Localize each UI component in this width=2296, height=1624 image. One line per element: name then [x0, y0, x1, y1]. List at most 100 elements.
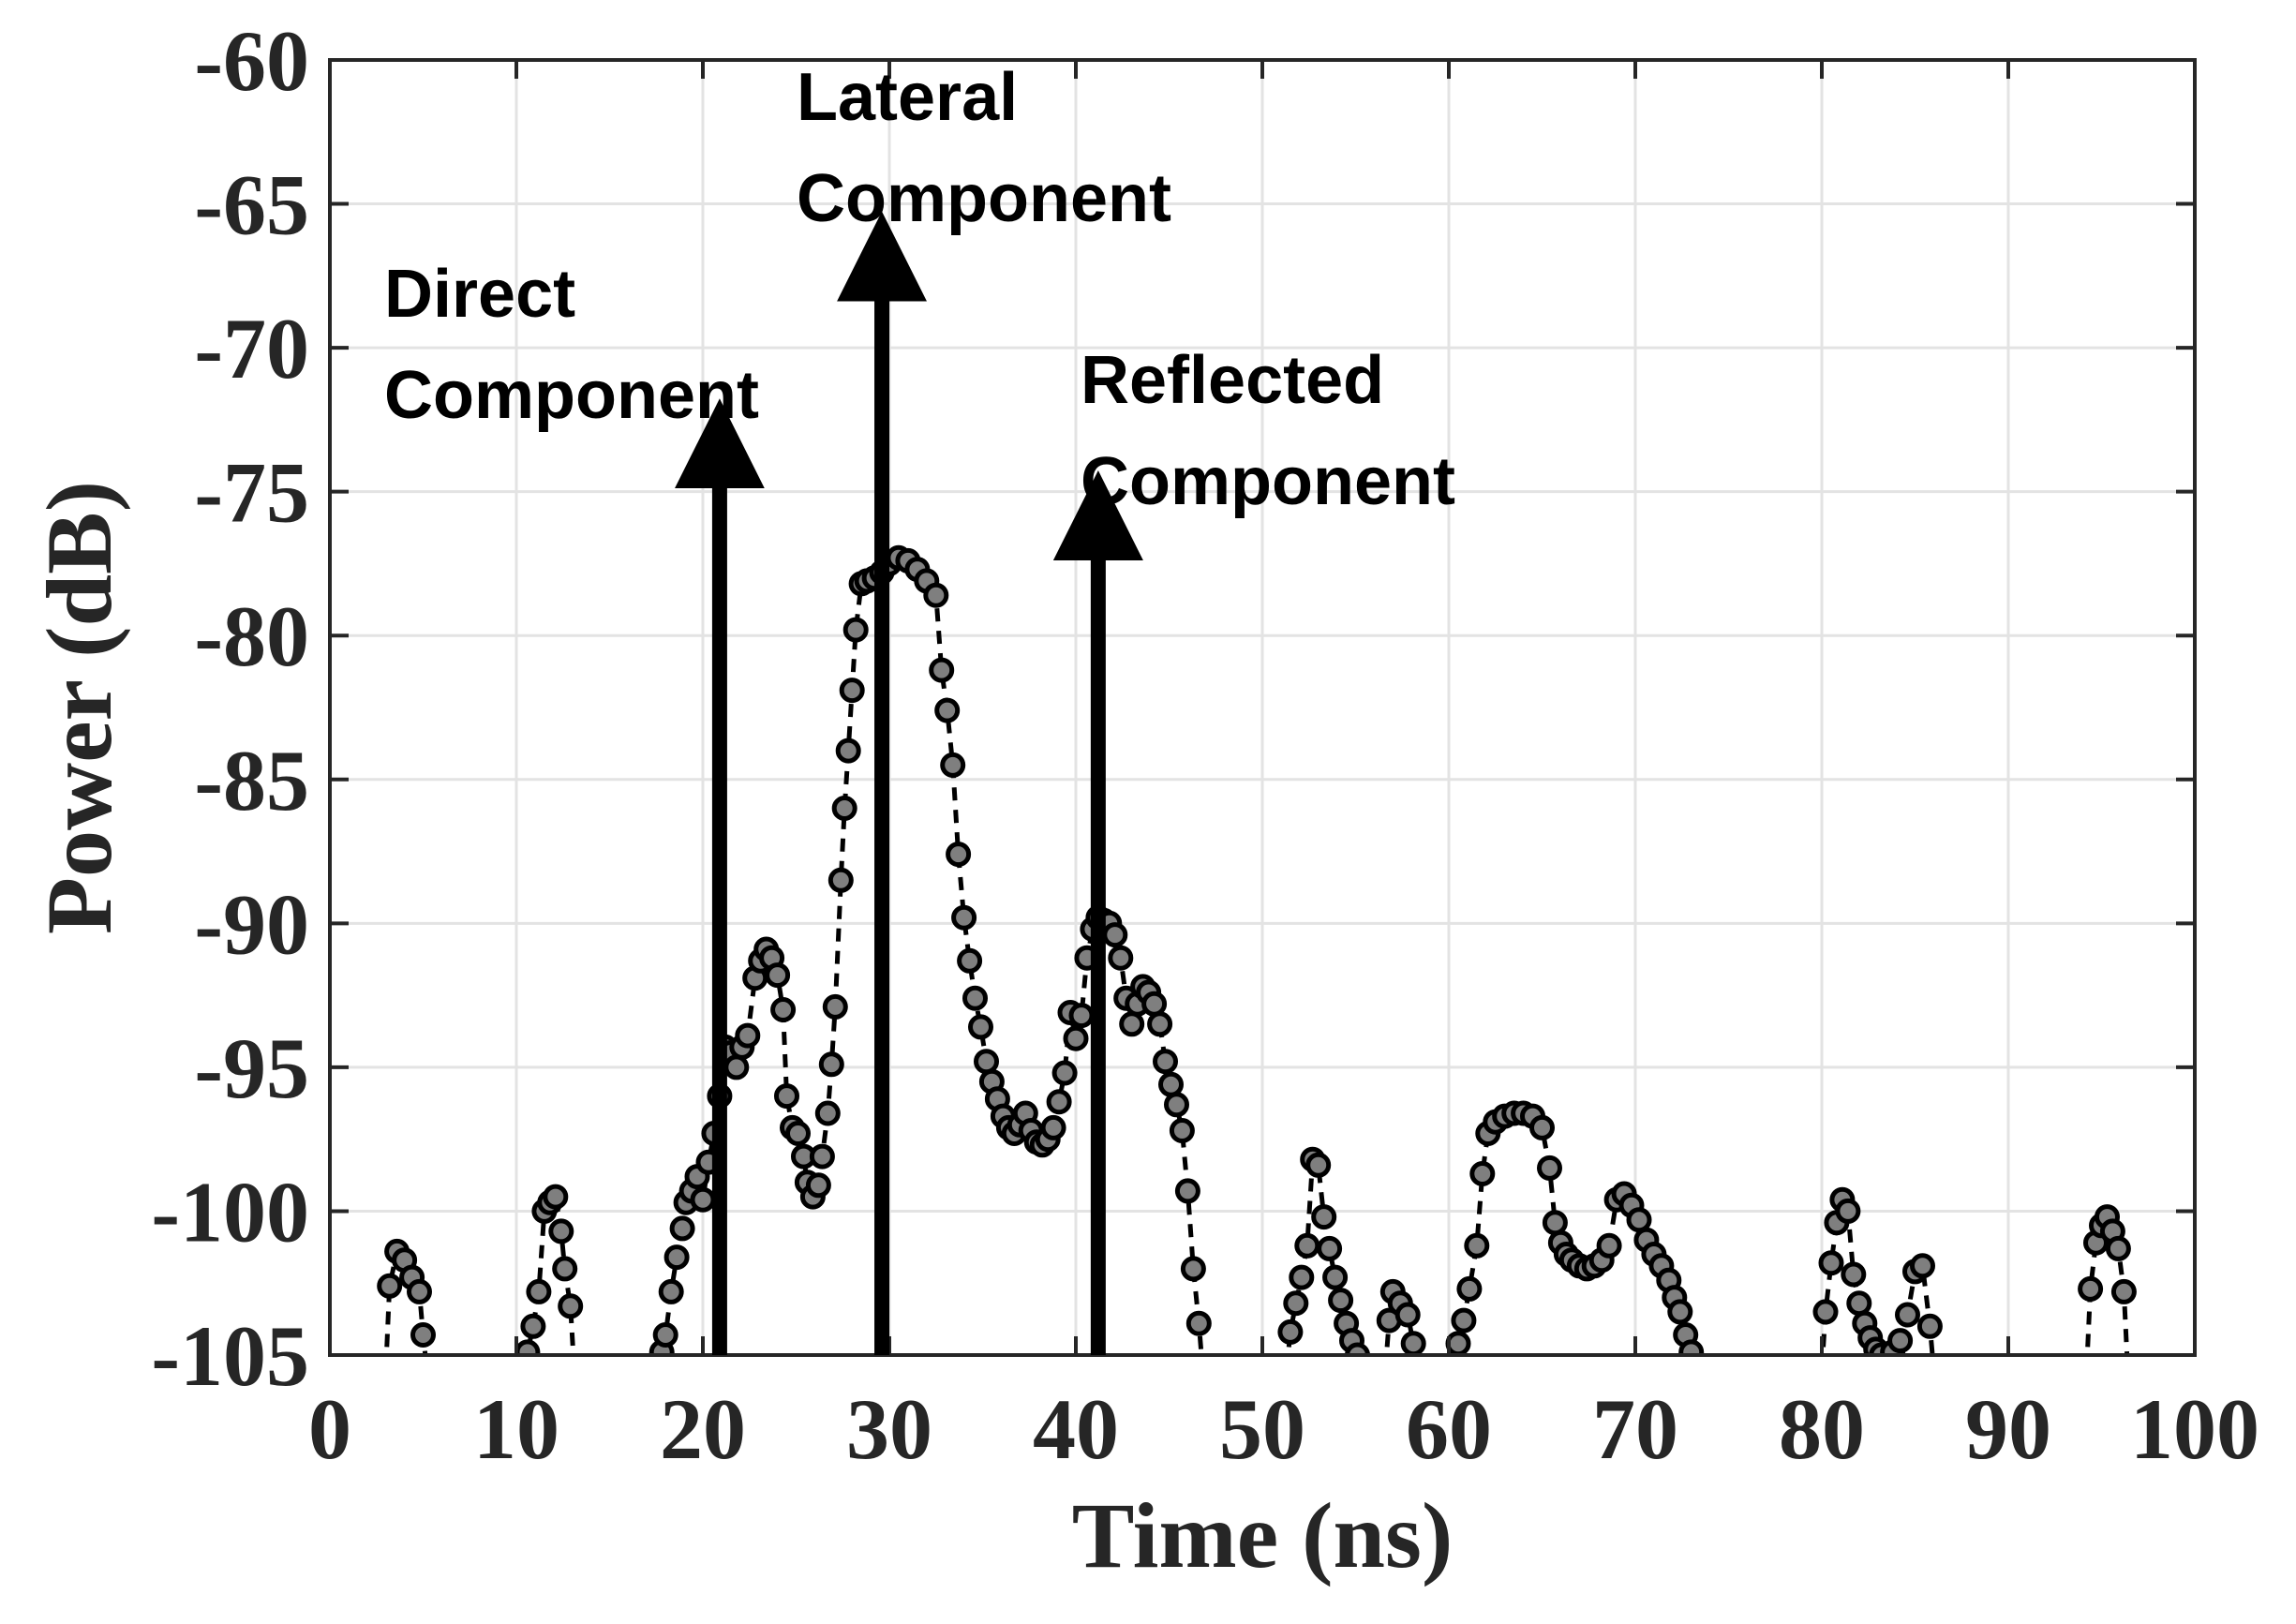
- data-point: [1667, 1299, 1693, 1325]
- x-tick-label: 20: [660, 1381, 746, 1477]
- data-point: [1051, 1060, 1078, 1086]
- data-point: [1887, 1328, 1914, 1354]
- data-point: [1185, 1310, 1212, 1336]
- data-point: [831, 796, 857, 821]
- data-point: [946, 842, 972, 868]
- data-point: [929, 657, 955, 683]
- y-tick-label: -75: [194, 445, 309, 541]
- data-point: [1063, 1025, 1089, 1051]
- data-point: [923, 582, 949, 608]
- data-point: [1305, 1152, 1332, 1178]
- data-point: [723, 1054, 750, 1080]
- plot-frame: [328, 58, 2197, 1357]
- data-point: [1812, 1299, 1839, 1325]
- data-point: [1322, 1264, 1349, 1290]
- data-point: [1464, 1232, 1490, 1259]
- axes-frame: 0 10 20 30 40 50 60 70 80 90 100 -60 -65 -70 -75 -80 -85…: [151, 13, 2259, 1477]
- annotation-text-line: Lateral: [797, 60, 1018, 135]
- annotation-text-line: Component: [797, 161, 1171, 236]
- data-point: [1835, 1198, 1861, 1224]
- x-tick-label: 10: [473, 1381, 559, 1477]
- data-point: [1626, 1207, 1652, 1233]
- data-point: [658, 1278, 684, 1304]
- data-point: [809, 1143, 835, 1170]
- data-point: [1345, 1342, 1370, 1355]
- data-point: [735, 1022, 761, 1049]
- annotation-text-line: Reflected: [1081, 343, 1384, 418]
- data-point: [690, 1186, 716, 1213]
- data-point: [1277, 1319, 1304, 1345]
- x-tick-label: 60: [1406, 1381, 1492, 1477]
- data-point: [1456, 1275, 1483, 1302]
- data-point: [1164, 1092, 1189, 1118]
- data-point: [663, 1244, 690, 1271]
- annotation-reflected: Reflected Component: [1052, 343, 1455, 1355]
- data-point: [410, 1322, 436, 1348]
- data-point: [1394, 1302, 1421, 1328]
- data-point: [1445, 1331, 1471, 1355]
- x-tick-label: 100: [2130, 1381, 2259, 1477]
- data-point: [1289, 1264, 1315, 1290]
- data-point: [1846, 1290, 1872, 1317]
- x-tick-label: 40: [1033, 1381, 1119, 1477]
- data-point: [1068, 1003, 1095, 1029]
- data-point: [940, 752, 966, 778]
- data-point: [1469, 1161, 1496, 1186]
- annotations: DirectComponentLateralComponentReflected…: [384, 60, 1455, 1355]
- x-tick-label: 0: [308, 1381, 351, 1477]
- annotation-lateral: Lateral Component: [797, 60, 1171, 1355]
- data-point: [1046, 1089, 1072, 1115]
- data-point: [962, 985, 988, 1011]
- data-point: [669, 1215, 695, 1242]
- data-point: [1174, 1178, 1200, 1204]
- data-point: [835, 738, 861, 764]
- data-point: [1169, 1118, 1195, 1143]
- x-axis-label: Time (ns): [1072, 1483, 1454, 1587]
- data-point: [827, 867, 854, 893]
- data-point: [822, 993, 848, 1020]
- data-point: [842, 617, 869, 643]
- data-point: [1596, 1232, 1622, 1259]
- data-point: [770, 997, 797, 1022]
- data-point: [2078, 1275, 2104, 1302]
- data-point: [548, 1218, 574, 1244]
- data-point: [2105, 1235, 2131, 1261]
- y-tick-label: -80: [194, 589, 309, 684]
- data-point: [974, 1049, 999, 1075]
- data-point: [1119, 1011, 1145, 1037]
- y-axis-label: Power (dB): [27, 481, 131, 934]
- data-point: [558, 1293, 584, 1319]
- x-tick-label: 90: [1965, 1381, 2051, 1477]
- data-point: [774, 1083, 799, 1110]
- data-point: [407, 1278, 432, 1304]
- y-tick-label: -100: [151, 1164, 309, 1259]
- data-point: [1328, 1288, 1354, 1314]
- data-point: [1818, 1250, 1844, 1276]
- data-point: [1542, 1210, 1568, 1236]
- data-point: [652, 1322, 678, 1348]
- data-point: [1916, 1313, 1943, 1339]
- data-point: [957, 947, 983, 974]
- data-point: [1895, 1302, 1920, 1328]
- grid: [328, 58, 2197, 1357]
- y-tick-label: -60: [194, 13, 309, 109]
- data-point: [1283, 1290, 1309, 1317]
- data-point: [1910, 1253, 1935, 1279]
- data-point: [805, 1172, 831, 1199]
- x-tick-label: 30: [846, 1381, 932, 1477]
- annotation-text-line: Component: [1081, 444, 1455, 519]
- y-tick-label: -70: [194, 301, 309, 396]
- data-point: [520, 1313, 546, 1339]
- data-point: [1451, 1307, 1477, 1333]
- y-tick-label: -105: [151, 1308, 309, 1404]
- annotation-direct: Direct Component: [384, 257, 765, 1355]
- data-point: [552, 1256, 578, 1282]
- data-point: [1147, 1011, 1173, 1037]
- data-point: [1141, 991, 1168, 1017]
- axis-labels: Time (ns) Power (dB): [27, 481, 1453, 1587]
- data-point: [1537, 1155, 1562, 1181]
- data-point: [1841, 1261, 1867, 1288]
- y-tick-label: -65: [194, 157, 309, 253]
- data-point: [951, 904, 977, 931]
